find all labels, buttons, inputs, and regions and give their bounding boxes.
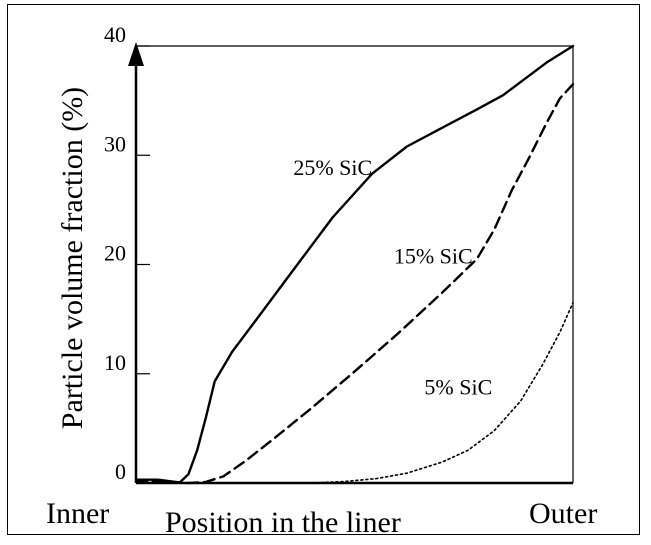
series-annotation-1: 15% SiC — [394, 243, 473, 268]
series-annotation-2: 5% SiC — [424, 375, 492, 400]
series-line-1 — [134, 83, 575, 485]
y-tick-label-10: 10 — [104, 350, 126, 375]
series-layer — [134, 44, 575, 485]
x-axis-label: Position in the liner — [165, 506, 401, 539]
y-tick-label-30: 30 — [104, 131, 126, 156]
series-line-0 — [134, 44, 575, 484]
annotation-layer: 25% SiC 15% SiC 5% SiC — [293, 155, 492, 400]
figure-frame — [7, 4, 640, 535]
series-line-2 — [135, 301, 574, 484]
y-tick-label-0: 0 — [115, 459, 126, 484]
y-ticks: 0 10 20 30 40 — [104, 22, 150, 484]
x-tick-label-outer: Outer — [529, 497, 597, 530]
plot-box — [128, 42, 574, 485]
x-tick-label-inner: Inner — [46, 497, 109, 530]
y-axis-arrow — [128, 42, 144, 66]
y-tick-label-20: 20 — [104, 241, 126, 266]
y-axis-label: Particle volume fraction (%) — [56, 87, 89, 429]
y-tick-label-40: 40 — [104, 22, 126, 47]
series-annotation-0: 25% SiC — [293, 155, 372, 180]
